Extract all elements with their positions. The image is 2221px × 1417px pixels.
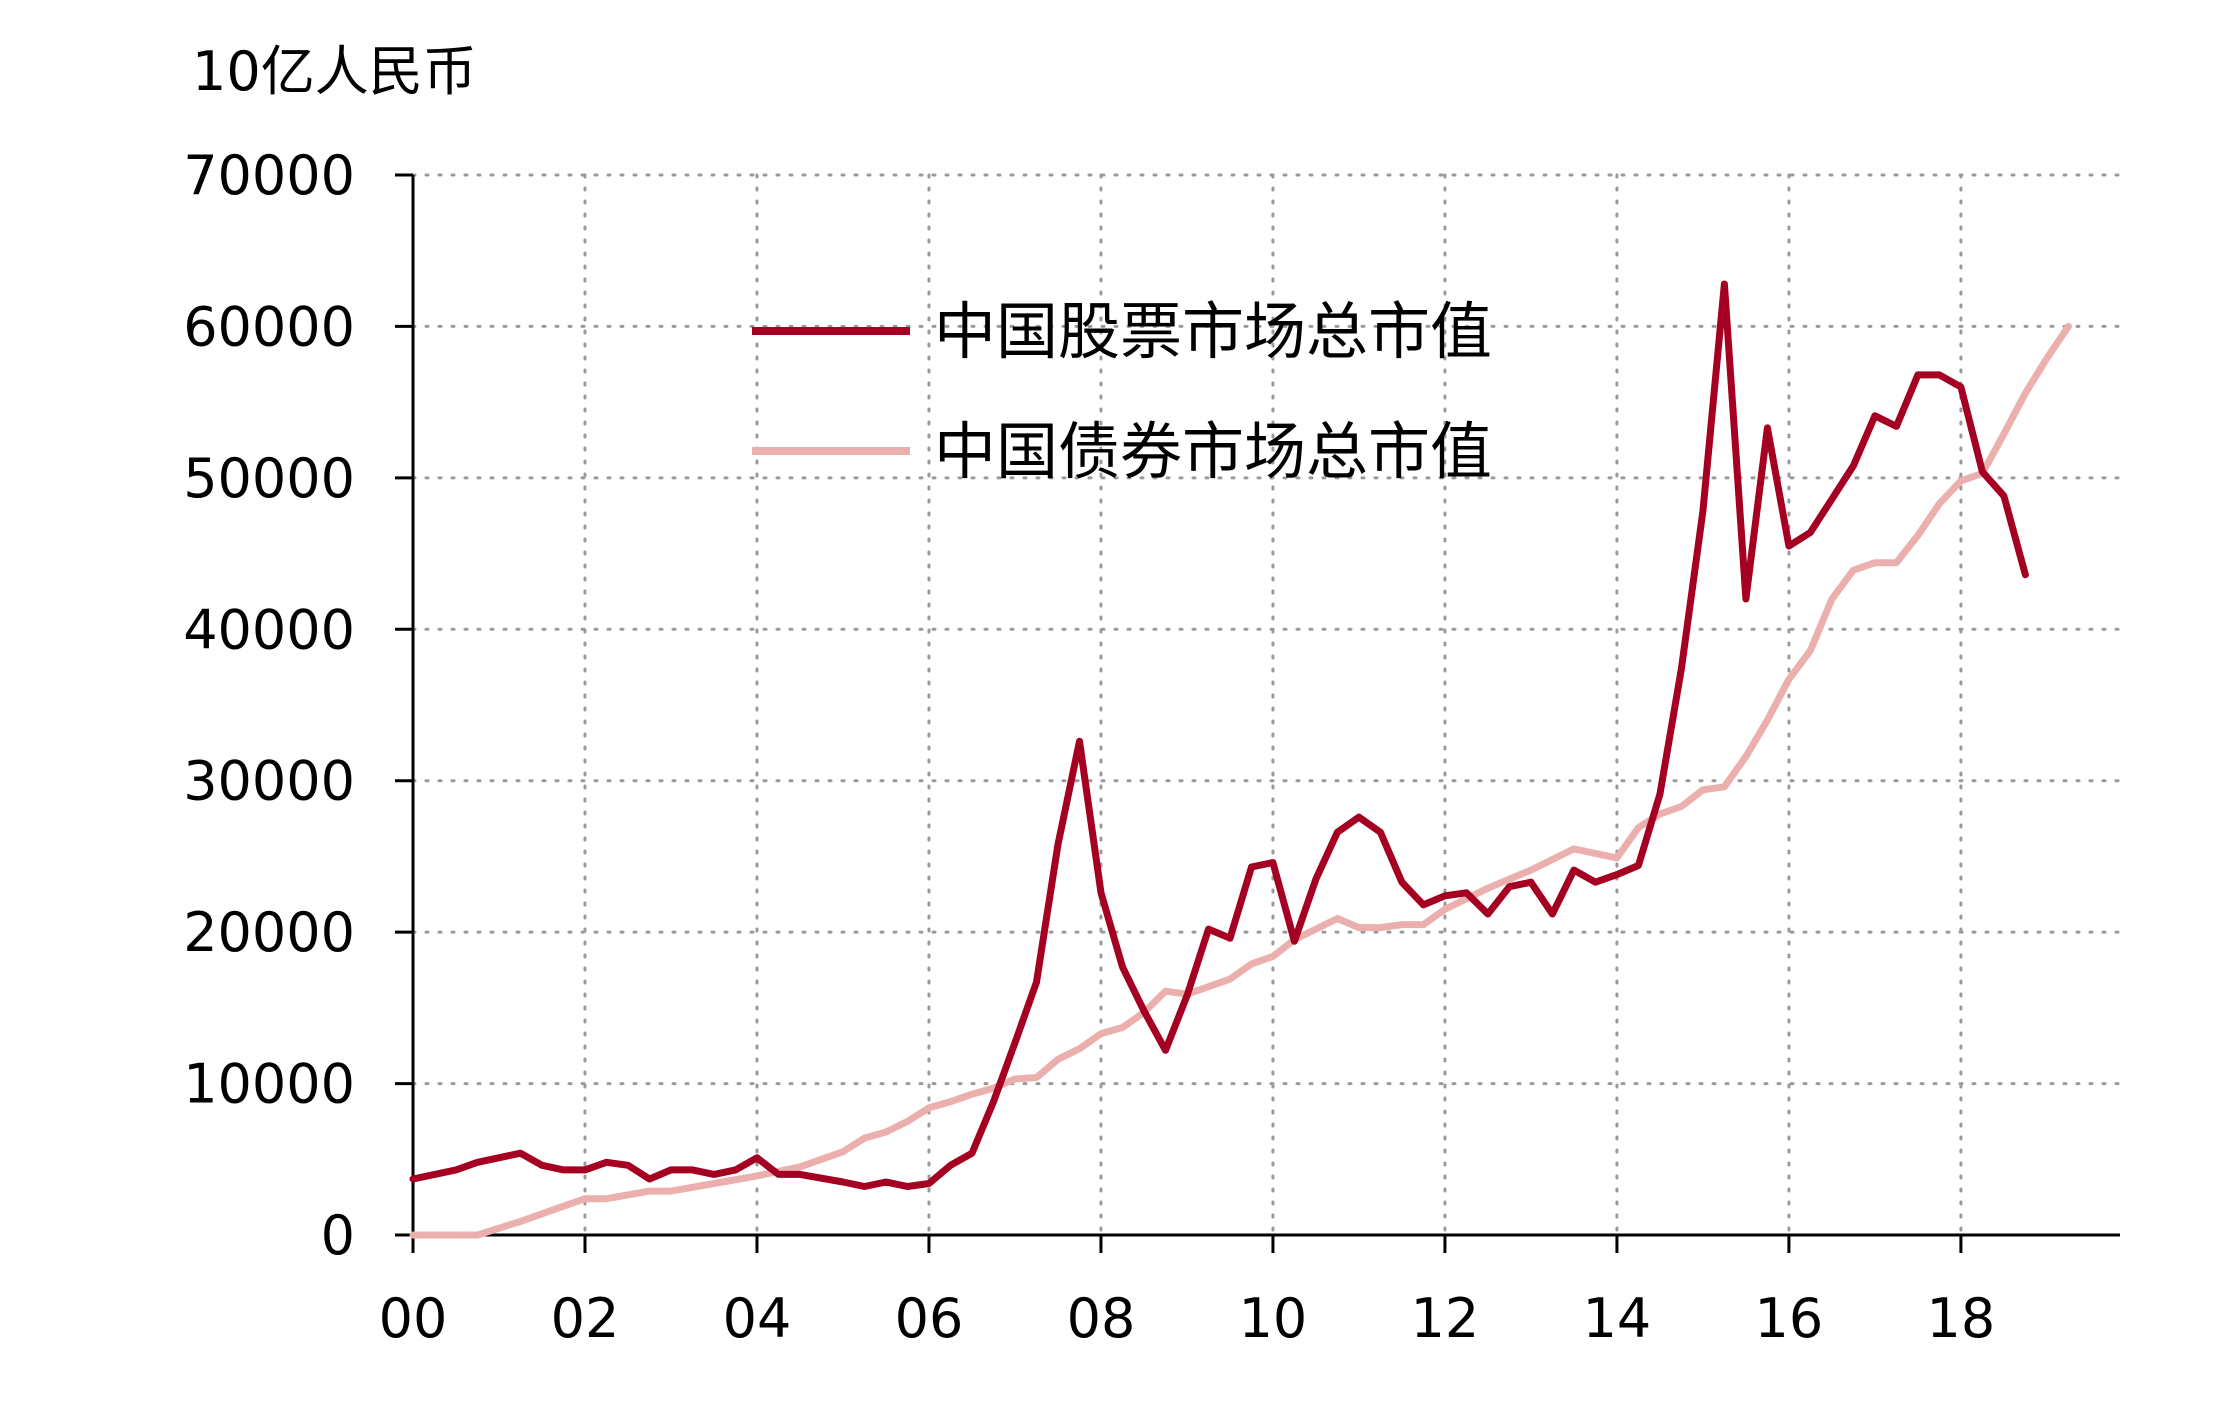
x-tick-label: 18 — [1927, 1287, 1996, 1350]
series-line-stock — [409, 280, 2029, 1190]
x-tick-label: 12 — [1411, 1287, 1480, 1350]
series-line-bond — [409, 322, 2072, 1239]
x-tick-label: 00 — [379, 1287, 448, 1350]
grid — [411, 173, 2122, 1237]
axes: 0 10000 20000 30000 40000 50000 60000 70000 00 02… — [183, 144, 2120, 1350]
y-tick-label: 0 — [321, 1204, 355, 1267]
y-tick-label: 20000 — [183, 901, 355, 964]
y-tick-label: 10000 — [183, 1053, 355, 1116]
x-tick-label: 10 — [1239, 1287, 1308, 1350]
y-tick-label: 70000 — [183, 144, 355, 207]
y-tick-label: 40000 — [183, 598, 355, 661]
y-tick-label: 60000 — [183, 295, 355, 358]
y-tick-label: 50000 — [183, 447, 355, 510]
y-unit-label: 10亿人民币 — [192, 40, 477, 103]
series — [409, 280, 2072, 1239]
legend-label: 中国债券市场总市值 — [934, 415, 1492, 488]
x-tick-label: 16 — [1755, 1287, 1824, 1350]
x-tick-label: 06 — [895, 1287, 964, 1350]
x-tick-label: 02 — [551, 1287, 620, 1350]
x-tick-label: 04 — [723, 1287, 792, 1350]
legend-label: 中国股票市场总市值 — [934, 295, 1492, 368]
y-tick-label: 30000 — [183, 750, 355, 813]
x-tick-label: 14 — [1583, 1287, 1652, 1350]
x-tick-label: 08 — [1067, 1287, 1136, 1350]
